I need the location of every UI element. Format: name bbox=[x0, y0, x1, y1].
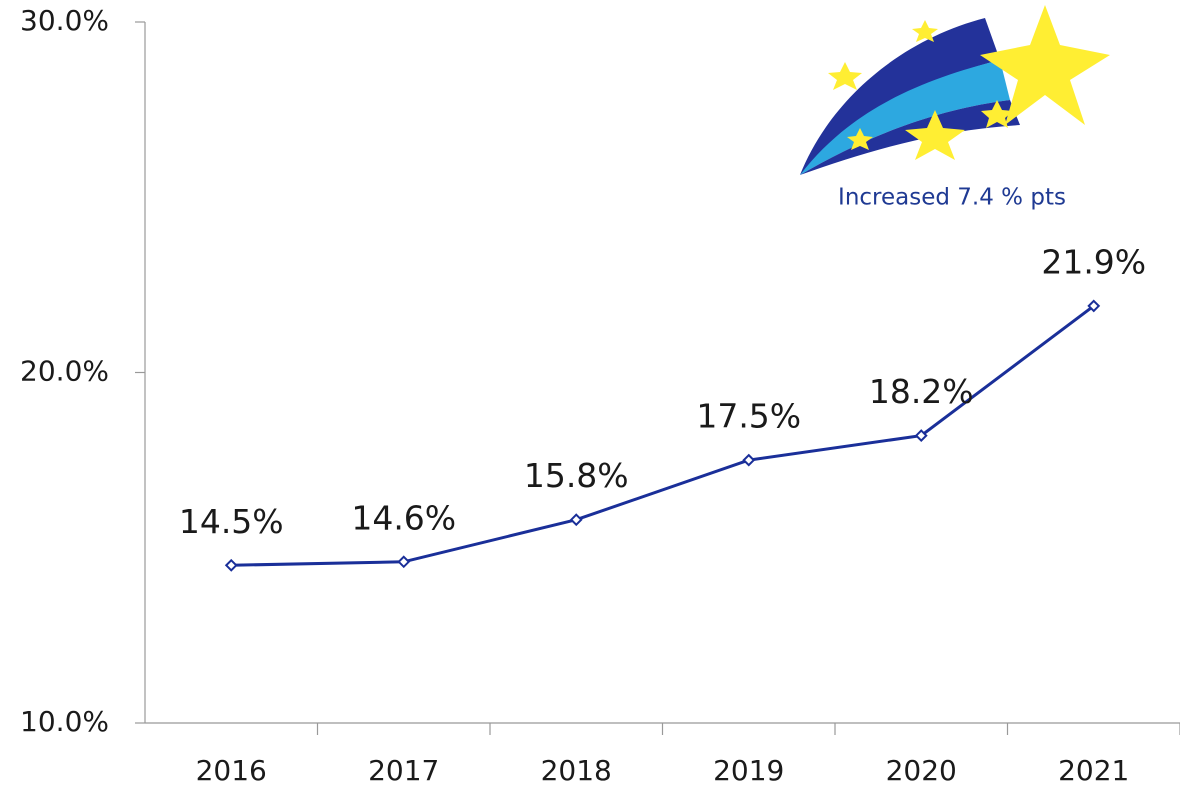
x-tick-label: 2020 bbox=[886, 754, 957, 787]
x-tick-label: 2017 bbox=[368, 754, 439, 787]
data-point bbox=[742, 453, 756, 467]
x-tick-label: 2019 bbox=[713, 754, 784, 787]
data-point bbox=[1087, 299, 1101, 313]
x-tick-label: 2018 bbox=[541, 754, 612, 787]
data-label: 14.5% bbox=[179, 502, 284, 541]
data-label: 15.8% bbox=[524, 456, 629, 495]
data-line bbox=[231, 304, 1095, 567]
data-label: 17.5% bbox=[696, 397, 801, 436]
data-point bbox=[569, 513, 583, 527]
y-tick-label: 10.0% bbox=[20, 705, 109, 738]
data-label: 21.9% bbox=[1041, 242, 1146, 281]
shooting-star bbox=[800, 5, 1110, 175]
y-tick-label: 30.0% bbox=[20, 4, 109, 37]
data-label: 18.2% bbox=[869, 372, 974, 411]
x-tick-label: 2016 bbox=[196, 754, 267, 787]
data-point bbox=[914, 429, 928, 443]
annotation: Increased 7.4 % pts bbox=[838, 185, 1066, 211]
data-point bbox=[397, 555, 411, 569]
y-tick-label: 20.0% bbox=[20, 355, 109, 388]
data-label: 14.6% bbox=[351, 498, 456, 537]
data-point bbox=[224, 558, 238, 572]
x-tick-label: 2021 bbox=[1058, 754, 1129, 787]
